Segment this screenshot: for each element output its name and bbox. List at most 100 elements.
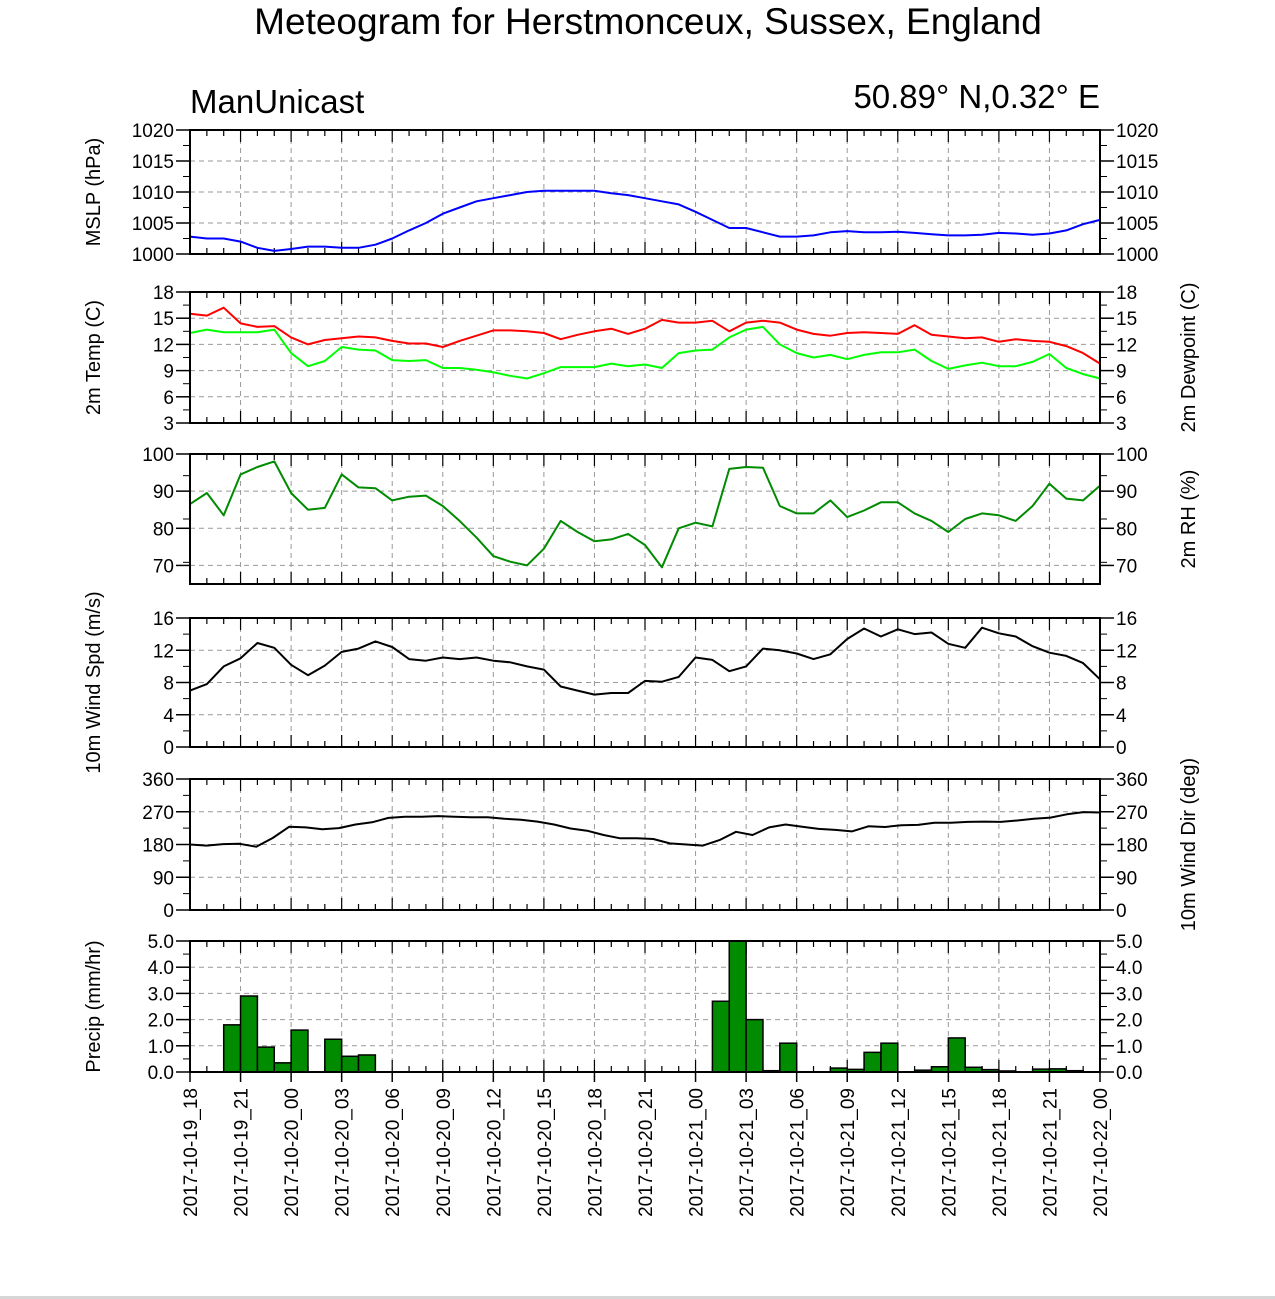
y-axis-title-left: 10m Wind Spd (m/s) bbox=[83, 591, 105, 773]
x-tick-label: 2017-10-21_09 bbox=[838, 1088, 859, 1217]
panel-frame bbox=[189, 291, 1101, 424]
y-tick-label-right: 1000 bbox=[1116, 245, 1158, 266]
series-line-temp-1 bbox=[189, 325, 1101, 380]
x-tick-label: 2017-10-20_12 bbox=[484, 1088, 505, 1217]
y-tick-label-left: 4 bbox=[163, 706, 174, 727]
precip-bar bbox=[863, 1051, 882, 1073]
y-axis-title-left: Precip (mm/hr) bbox=[83, 940, 105, 1072]
series-line-dir-0 bbox=[189, 811, 1101, 848]
y-tick-label-right: 4.0 bbox=[1116, 958, 1142, 979]
panel-mslp: 1000 1000 1005 1005 1010 1010 1015 1015 1020 1020… bbox=[83, 121, 1158, 266]
y-tick-label-left: 70 bbox=[153, 556, 174, 577]
x-tick-label: 2017-10-21_12 bbox=[889, 1088, 910, 1217]
y-tick-label-right: 1020 bbox=[1116, 121, 1158, 142]
y-tick-label-left: 6 bbox=[163, 388, 174, 409]
x-tick-label: 2017-10-20_06 bbox=[383, 1088, 404, 1217]
panel-frame bbox=[189, 778, 1101, 911]
y-tick-label-right: 9 bbox=[1116, 362, 1127, 383]
y-tick-label-right: 1015 bbox=[1116, 152, 1158, 173]
y-tick-label-right: 1.0 bbox=[1116, 1037, 1142, 1058]
y-tick-label-right: 90 bbox=[1116, 482, 1137, 503]
y-axis-title-left: 2m Temp (C) bbox=[83, 300, 105, 415]
x-tick-label: 2017-10-21_15 bbox=[939, 1088, 960, 1217]
x-tick-label: 2017-10-20_15 bbox=[535, 1088, 556, 1217]
panel-precip: 0.0 0.0 1.0 1.0 2.0 2.0 3.0 3.0 4.0 4.0 5.0 5.0 Prec… bbox=[83, 932, 1142, 1084]
y-tick-label-right: 2.0 bbox=[1116, 1011, 1142, 1032]
precip-bar bbox=[239, 995, 259, 1073]
y-tick-label-right: 0 bbox=[1116, 738, 1127, 759]
precip-bar bbox=[357, 1054, 377, 1073]
x-tick-label: 2017-10-21_03 bbox=[737, 1088, 758, 1217]
y-tick-label-right: 15 bbox=[1116, 309, 1137, 330]
x-tick-label: 2017-10-20_03 bbox=[333, 1088, 354, 1217]
y-tick-label-right: 70 bbox=[1116, 556, 1137, 577]
y-tick-label-left: 0.0 bbox=[148, 1063, 174, 1084]
x-axis-tick-labels: 2017-10-19_18 2017-10-19_21 2017-10-20_00 2… bbox=[181, 1072, 1112, 1217]
chart-title: Meteogram for Herstmonceux, Sussex, Engl… bbox=[254, 1, 1042, 42]
x-tick-label: 2017-10-20_18 bbox=[585, 1088, 606, 1217]
y-tick-label-left: 12 bbox=[153, 335, 174, 356]
y-axis-title-right: 2m Dewpoint (C) bbox=[1178, 282, 1200, 432]
y-tick-label-right: 100 bbox=[1116, 445, 1148, 466]
y-tick-label-left: 18 bbox=[153, 283, 174, 304]
y-tick-label-right: 18 bbox=[1116, 283, 1137, 304]
panel-frame bbox=[189, 617, 1101, 748]
panel-dir: 0 0 90 90 180 180 270 270 360 360 10m Wind Dir (de… bbox=[142, 758, 1200, 931]
y-tick-label-left: 8 bbox=[163, 674, 174, 695]
y-tick-label-left: 100 bbox=[142, 445, 174, 466]
x-tick-label: 2017-10-19_18 bbox=[181, 1088, 202, 1217]
y-tick-label-left: 5.0 bbox=[148, 932, 174, 953]
y-tick-label-right: 8 bbox=[1116, 674, 1127, 695]
y-tick-label-right: 5.0 bbox=[1116, 932, 1142, 953]
x-tick-label: 2017-10-21_18 bbox=[990, 1088, 1011, 1217]
y-tick-label-right: 3.0 bbox=[1116, 984, 1142, 1005]
y-axis-title-right: 10m Wind Dir (deg) bbox=[1178, 758, 1200, 931]
panel-rh: 70 70 80 80 90 90 100 100 2m RH (%) bbox=[142, 445, 1200, 585]
y-tick-label-left: 180 bbox=[142, 836, 174, 857]
y-tick-label-left: 90 bbox=[153, 482, 174, 503]
y-tick-label-right: 1010 bbox=[1116, 183, 1158, 204]
y-tick-label-left: 1010 bbox=[132, 183, 174, 204]
y-tick-label-right: 80 bbox=[1116, 519, 1137, 540]
panel-frame bbox=[189, 453, 1101, 585]
panel-temp: 3 3 6 6 9 9 12 12 15 15 18 18 2m Temp (C) 2m Dewpoint… bbox=[83, 282, 1200, 435]
y-tick-label-left: 1005 bbox=[132, 214, 174, 235]
precip-bar bbox=[947, 1037, 966, 1073]
precip-bar bbox=[880, 1042, 899, 1073]
bottom-divider bbox=[0, 1296, 1275, 1299]
y-tick-label-right: 0 bbox=[1116, 901, 1127, 922]
x-tick-label: 2017-10-20_00 bbox=[282, 1088, 303, 1217]
y-tick-label-left: 12 bbox=[153, 641, 174, 662]
x-tick-label: 2017-10-21_21 bbox=[1040, 1088, 1061, 1217]
series-line-mslp-0 bbox=[189, 189, 1101, 252]
y-tick-label-right: 270 bbox=[1116, 803, 1148, 824]
series-line-temp-0 bbox=[189, 306, 1101, 365]
y-tick-label-left: 0 bbox=[163, 738, 174, 759]
precip-bar bbox=[222, 1024, 242, 1073]
y-tick-label-right: 180 bbox=[1116, 836, 1148, 857]
y-tick-label-left: 16 bbox=[153, 609, 174, 630]
precip-bar bbox=[324, 1038, 343, 1073]
x-tick-label: 2017-10-21_00 bbox=[687, 1088, 708, 1217]
y-tick-label-left: 3.0 bbox=[148, 984, 174, 1005]
precip-bar bbox=[779, 1042, 798, 1073]
panel-frame bbox=[189, 129, 1101, 255]
y-tick-label-left: 2.0 bbox=[148, 1011, 174, 1032]
y-tick-label-right: 0.0 bbox=[1116, 1063, 1142, 1084]
series-line-wind-0 bbox=[189, 626, 1101, 696]
x-tick-label: 2017-10-20_21 bbox=[636, 1088, 657, 1217]
precip-bar bbox=[728, 940, 747, 1073]
y-tick-label-left: 270 bbox=[142, 803, 174, 824]
model-label: ManUnicast bbox=[190, 83, 364, 120]
panel-wind: 0 0 4 4 8 8 12 12 16 16 10m Wind Spd (m/s) bbox=[83, 591, 1137, 773]
y-tick-label-left: 15 bbox=[153, 309, 174, 330]
precip-bar bbox=[745, 1018, 764, 1073]
y-tick-label-left: 4.0 bbox=[148, 958, 174, 979]
y-tick-label-left: 80 bbox=[153, 519, 174, 540]
y-axis-title-right: 2m RH (%) bbox=[1178, 470, 1200, 569]
precip-bar bbox=[256, 1046, 276, 1073]
y-tick-label-left: 1.0 bbox=[148, 1037, 174, 1058]
y-tick-label-left: 1020 bbox=[132, 121, 174, 142]
